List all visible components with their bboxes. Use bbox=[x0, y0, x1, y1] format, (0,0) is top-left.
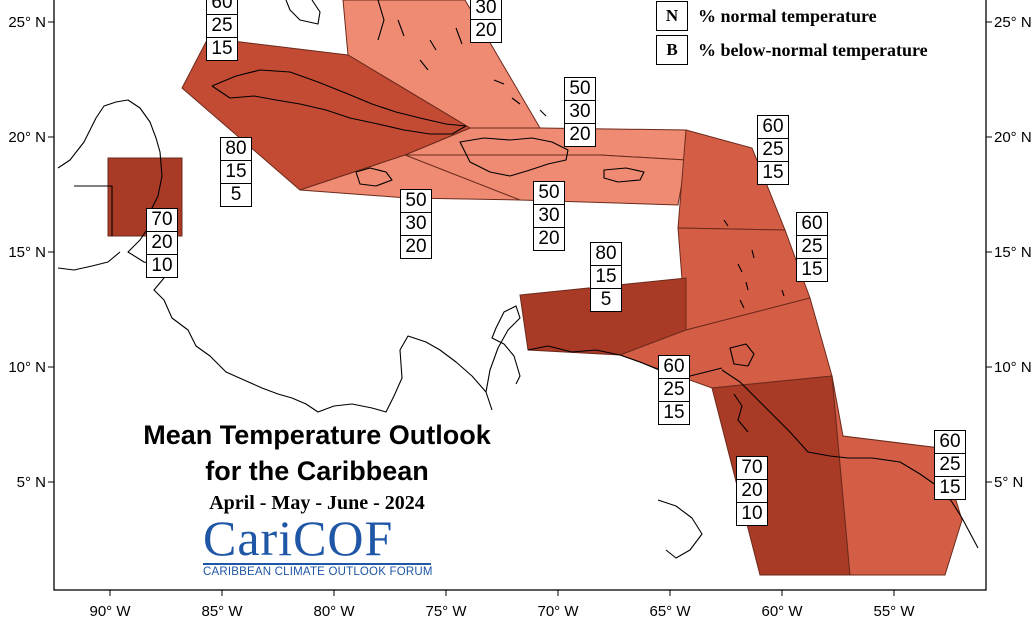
prob-normal: 15 bbox=[221, 160, 251, 183]
prob-normal: 30 bbox=[565, 100, 595, 123]
region-suriname-guiana bbox=[831, 375, 963, 576]
prob-normal: 15 bbox=[591, 265, 621, 288]
prob-normal: 25 bbox=[935, 453, 965, 476]
legend-key-normal: N bbox=[656, 1, 688, 31]
prob-below: 20 bbox=[565, 123, 595, 146]
legend-normal: N % normal temperature bbox=[656, 1, 877, 31]
prob-above: 60 bbox=[762, 116, 784, 137]
prob-above: 60 bbox=[211, 0, 233, 13]
prob-box-suriname-guiana: 60 25 15 bbox=[934, 430, 966, 500]
prob-above: 70 bbox=[151, 209, 173, 230]
prob-below: 20 bbox=[471, 19, 501, 42]
prob-normal: 25 bbox=[207, 14, 237, 37]
prob-below: 10 bbox=[147, 254, 177, 277]
prob-below: 5 bbox=[591, 288, 621, 311]
prob-box-windward: 60 25 15 bbox=[796, 212, 828, 282]
y-tick-label-left: 5° N bbox=[17, 474, 46, 491]
prob-box-turks-caicos: 50 30 20 bbox=[564, 77, 596, 147]
prob-above: 60 bbox=[801, 213, 823, 234]
prob-box-trinidad-tobago: 60 25 15 bbox=[658, 355, 690, 425]
coastlines bbox=[57, 0, 979, 559]
prob-above: 50 bbox=[405, 190, 427, 211]
prob-above: 80 bbox=[595, 243, 617, 264]
y-tick-label-right: 10° N bbox=[994, 359, 1032, 376]
y-axis-labels-left: 25° N 20° N 15° N 10° N 5° N bbox=[8, 14, 46, 491]
prob-below: 10 bbox=[737, 502, 767, 525]
x-tick-label: 65° W bbox=[649, 603, 691, 620]
prob-normal: 30 bbox=[475, 0, 497, 18]
prob-box-leeward: 60 25 15 bbox=[757, 115, 789, 185]
y-tick-label-left: 25° N bbox=[8, 14, 46, 31]
y-tick-label-left: 20° N bbox=[8, 129, 46, 146]
prob-normal: 30 bbox=[534, 204, 564, 227]
caricof-logo-subtitle: CARIBBEAN CLIMATE OUTLOOK FORUM bbox=[203, 566, 433, 578]
map-title-line2: for the Caribbean bbox=[205, 456, 429, 486]
map-title-line1: Mean Temperature Outlook bbox=[143, 420, 491, 450]
prob-above: 50 bbox=[538, 182, 560, 203]
caricof-logo-rule bbox=[203, 563, 431, 565]
caricof-logo-wordmark: CariCOF bbox=[203, 510, 394, 566]
prob-box-bahamas-north: 60 25 15 bbox=[206, 0, 238, 61]
y-tick-label-right: 15° N bbox=[994, 244, 1032, 261]
prob-above: 70 bbox=[741, 457, 763, 478]
prob-below: 15 bbox=[758, 161, 788, 184]
prob-box-jamaica: 50 30 20 bbox=[400, 189, 432, 259]
x-tick-label: 70° W bbox=[537, 603, 579, 620]
prob-below: 20 bbox=[534, 227, 564, 250]
prob-below: 5 bbox=[221, 183, 251, 206]
prob-box-cuba: 80 15 5 bbox=[220, 137, 252, 207]
x-tick-label: 80° W bbox=[313, 603, 355, 620]
prob-normal: 25 bbox=[797, 235, 827, 258]
y-tick-label-left: 10° N bbox=[8, 359, 46, 376]
prob-box-abc-islands: 80 15 5 bbox=[590, 242, 622, 312]
prob-box-bahamas-central: 30 20 bbox=[470, 0, 502, 43]
prob-normal: 25 bbox=[758, 138, 788, 161]
legend-below: B % below-normal temperature bbox=[656, 35, 928, 65]
x-tick-label: 85° W bbox=[201, 603, 243, 620]
prob-below: 15 bbox=[797, 258, 827, 281]
prob-above: 60 bbox=[663, 356, 685, 377]
x-tick-label: 55° W bbox=[873, 603, 915, 620]
legend-label-normal: % normal temperature bbox=[698, 5, 877, 26]
legend-key-below: B bbox=[656, 35, 688, 65]
legend-label-below: % below-normal temperature bbox=[698, 39, 928, 60]
prob-box-belize: 70 20 10 bbox=[146, 208, 178, 278]
x-tick-label: 60° W bbox=[761, 603, 803, 620]
y-tick-label-left: 15° N bbox=[8, 244, 46, 261]
prob-above: 50 bbox=[569, 78, 591, 99]
prob-normal: 25 bbox=[659, 378, 689, 401]
x-axis-labels: 90° W 85° W 80° W 75° W 70° W 65° W 60° W 55° W bbox=[89, 603, 915, 620]
prob-normal: 20 bbox=[737, 479, 767, 502]
prob-normal: 30 bbox=[401, 212, 431, 235]
y-tick-label-right: 20° N bbox=[994, 129, 1032, 146]
y-tick-label-right: 25° N bbox=[994, 14, 1032, 31]
axis-ticks bbox=[48, 21, 992, 596]
prob-above: 60 bbox=[939, 431, 961, 452]
prob-below: 15 bbox=[935, 476, 965, 499]
prob-below: 15 bbox=[659, 401, 689, 424]
prob-box-guyana: 70 20 10 bbox=[736, 456, 768, 526]
prob-below: 20 bbox=[401, 235, 431, 258]
y-tick-label-right: 5° N bbox=[994, 474, 1023, 491]
prob-above: 80 bbox=[225, 138, 247, 159]
prob-below: 15 bbox=[207, 37, 237, 60]
prob-normal: 20 bbox=[147, 231, 177, 254]
y-axis-labels-right: 25° N 20° N 15° N 10° N 5° N bbox=[994, 14, 1032, 491]
x-tick-label: 75° W bbox=[425, 603, 467, 620]
prob-box-hispaniola: 50 30 20 bbox=[533, 181, 565, 251]
map-subtitle: April - May - June - 2024 bbox=[209, 492, 425, 514]
caricof-logo: CariCOF CARIBBEAN CLIMATE OUTLOOK FORUM bbox=[203, 510, 433, 578]
x-tick-label: 90° W bbox=[89, 603, 131, 620]
